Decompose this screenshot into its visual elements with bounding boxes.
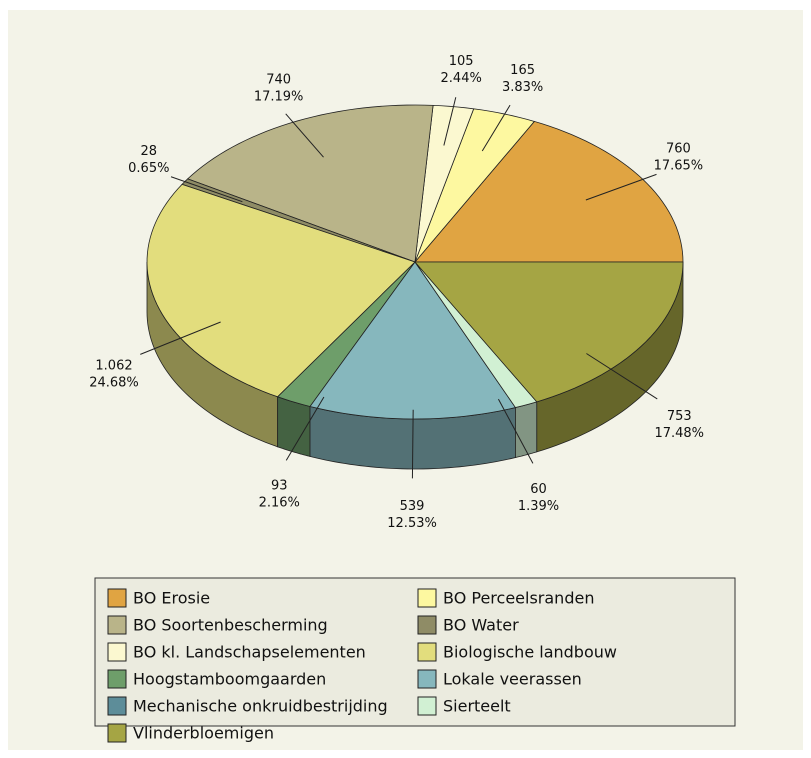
legend-label: BO Soortenbescherming [133,616,328,635]
percent-label: 2.44% [441,71,482,86]
value-label: 1.062 [95,358,132,373]
legend-label: Lokale veerassen [443,670,582,689]
leader-line [411,409,414,479]
legend-swatch [107,669,127,689]
leader-line [481,104,511,152]
legend-label: BO Perceelsranden [443,589,594,608]
slice [414,261,684,403]
value-label: 105 [449,54,474,69]
legend-swatch [107,588,127,608]
leader-line [443,97,457,146]
legend-swatch [417,615,437,635]
value-label: 28 [141,144,158,159]
legend-swatch [417,642,437,662]
legend-swatch [107,615,127,635]
leader-line [586,353,658,400]
value-label: 740 [266,73,291,88]
percent-label: 17.48% [654,426,704,441]
legend-label: BO Water [443,616,519,635]
legend-label: Vlinderbloemigen [133,724,274,743]
legend-label: Mechanische onkruidbestrijding [133,697,388,716]
percent-label: 17.65% [654,158,704,173]
value-label: 60 [530,482,547,497]
legend-label: BO kl. Landschapselementen [133,643,366,662]
percent-label: 12.53% [387,516,437,531]
leader-line [170,176,243,203]
slice [146,183,416,398]
leader-line [285,396,325,461]
percent-label: 3.83% [502,80,543,95]
legend-box [94,577,736,727]
value-label: 753 [667,409,692,424]
slice [309,261,517,420]
leader-line [585,173,657,201]
legend-swatch [107,723,127,743]
percent-label: 1.39% [518,499,559,514]
leader-line [140,321,221,355]
legend-label: BO Erosie [133,589,210,608]
value-label: 539 [400,499,425,514]
legend-swatch [417,669,437,689]
value-label: 93 [271,478,288,493]
slice [276,261,416,407]
legend-swatch [417,696,437,716]
leader-line [285,113,324,158]
slice-side [515,401,538,459]
legend-swatch [107,696,127,716]
legend-label: Sierteelt [443,697,511,716]
legend-label: Hoogstamboomgaarden [133,670,326,689]
value-label: 165 [510,63,535,78]
legend-swatch [417,588,437,608]
legend-label: Biologische landbouw [443,643,617,662]
leader-line [497,398,534,464]
percent-label: 2.16% [259,495,300,510]
percent-label: 24.68% [89,375,139,390]
percent-label: 0.65% [128,161,169,176]
legend-swatch [107,642,127,662]
percent-label: 17.19% [254,90,304,105]
value-label: 760 [666,141,691,156]
